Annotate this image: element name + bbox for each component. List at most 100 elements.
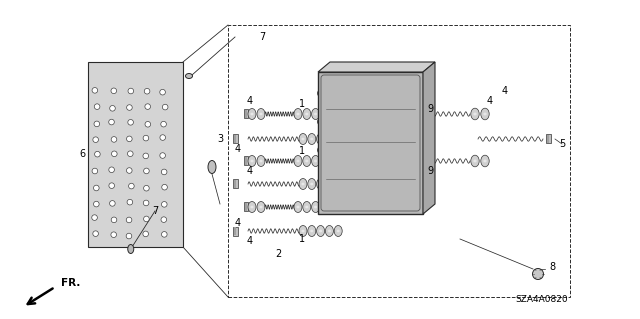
- Bar: [228, 25, 570, 297]
- Circle shape: [93, 137, 99, 143]
- Text: 4: 4: [502, 86, 508, 96]
- Circle shape: [143, 200, 149, 206]
- Circle shape: [111, 232, 116, 238]
- Ellipse shape: [321, 202, 328, 212]
- Circle shape: [161, 232, 167, 237]
- Ellipse shape: [312, 155, 319, 167]
- Circle shape: [163, 104, 168, 110]
- Circle shape: [145, 122, 150, 127]
- Text: 9: 9: [427, 104, 433, 114]
- Ellipse shape: [328, 137, 331, 140]
- Ellipse shape: [308, 226, 316, 236]
- Circle shape: [323, 85, 330, 93]
- Text: 2: 2: [275, 249, 281, 259]
- Ellipse shape: [328, 230, 331, 232]
- Ellipse shape: [296, 206, 300, 208]
- Circle shape: [94, 121, 100, 127]
- Circle shape: [93, 201, 99, 207]
- Polygon shape: [318, 62, 435, 72]
- Ellipse shape: [317, 226, 324, 236]
- Ellipse shape: [257, 155, 265, 167]
- Ellipse shape: [296, 160, 300, 162]
- Bar: [243, 109, 248, 118]
- Bar: [243, 157, 248, 166]
- Text: 4: 4: [235, 144, 241, 154]
- Ellipse shape: [310, 137, 314, 140]
- Ellipse shape: [294, 108, 302, 120]
- Ellipse shape: [317, 133, 324, 145]
- Ellipse shape: [257, 202, 265, 212]
- Ellipse shape: [346, 182, 349, 185]
- Circle shape: [161, 217, 166, 222]
- Circle shape: [126, 233, 132, 239]
- Circle shape: [143, 168, 149, 174]
- Bar: [547, 135, 549, 143]
- Ellipse shape: [128, 244, 134, 254]
- Circle shape: [411, 193, 419, 201]
- Ellipse shape: [259, 113, 262, 115]
- Ellipse shape: [343, 179, 351, 189]
- Text: 9: 9: [427, 166, 433, 176]
- Text: 4: 4: [487, 96, 493, 106]
- Bar: [232, 135, 237, 144]
- Ellipse shape: [319, 230, 322, 232]
- Ellipse shape: [323, 160, 326, 162]
- Ellipse shape: [248, 202, 256, 212]
- Bar: [234, 227, 236, 235]
- Ellipse shape: [303, 202, 311, 212]
- Ellipse shape: [305, 206, 308, 208]
- Circle shape: [111, 137, 116, 142]
- Circle shape: [417, 133, 423, 139]
- Ellipse shape: [257, 108, 265, 120]
- Ellipse shape: [312, 202, 319, 212]
- Text: 1: 1: [299, 234, 305, 244]
- Ellipse shape: [319, 137, 322, 140]
- Ellipse shape: [325, 226, 333, 236]
- Ellipse shape: [319, 182, 322, 185]
- Ellipse shape: [334, 133, 342, 145]
- Circle shape: [127, 199, 132, 205]
- Circle shape: [378, 155, 388, 165]
- Polygon shape: [423, 62, 435, 214]
- Text: SZA4A0820: SZA4A0820: [516, 294, 568, 303]
- Ellipse shape: [321, 108, 328, 120]
- Ellipse shape: [329, 155, 337, 167]
- Ellipse shape: [301, 137, 305, 140]
- Ellipse shape: [323, 113, 326, 115]
- Text: 7: 7: [152, 206, 158, 216]
- Ellipse shape: [299, 179, 307, 189]
- Bar: [88, 62, 183, 247]
- Bar: [234, 135, 236, 143]
- Circle shape: [92, 87, 98, 93]
- Bar: [234, 180, 236, 188]
- Circle shape: [143, 231, 148, 237]
- Ellipse shape: [346, 137, 349, 140]
- Ellipse shape: [250, 113, 253, 115]
- Circle shape: [160, 135, 166, 140]
- Circle shape: [317, 147, 324, 154]
- Ellipse shape: [337, 230, 340, 232]
- Ellipse shape: [323, 206, 326, 208]
- Ellipse shape: [321, 155, 328, 167]
- Ellipse shape: [332, 113, 335, 115]
- Ellipse shape: [334, 179, 342, 189]
- Circle shape: [143, 185, 149, 191]
- Circle shape: [93, 231, 99, 236]
- Circle shape: [160, 89, 165, 95]
- Circle shape: [161, 121, 166, 127]
- Ellipse shape: [305, 113, 308, 115]
- Circle shape: [109, 201, 115, 206]
- Ellipse shape: [343, 133, 351, 145]
- Ellipse shape: [314, 160, 317, 162]
- Ellipse shape: [250, 160, 253, 162]
- Bar: [243, 203, 248, 211]
- Ellipse shape: [308, 133, 316, 145]
- Ellipse shape: [328, 182, 331, 185]
- Ellipse shape: [329, 202, 337, 212]
- Circle shape: [128, 120, 133, 125]
- Circle shape: [109, 183, 115, 189]
- Circle shape: [161, 202, 167, 207]
- Circle shape: [143, 153, 148, 159]
- Ellipse shape: [314, 206, 317, 208]
- Ellipse shape: [325, 133, 333, 145]
